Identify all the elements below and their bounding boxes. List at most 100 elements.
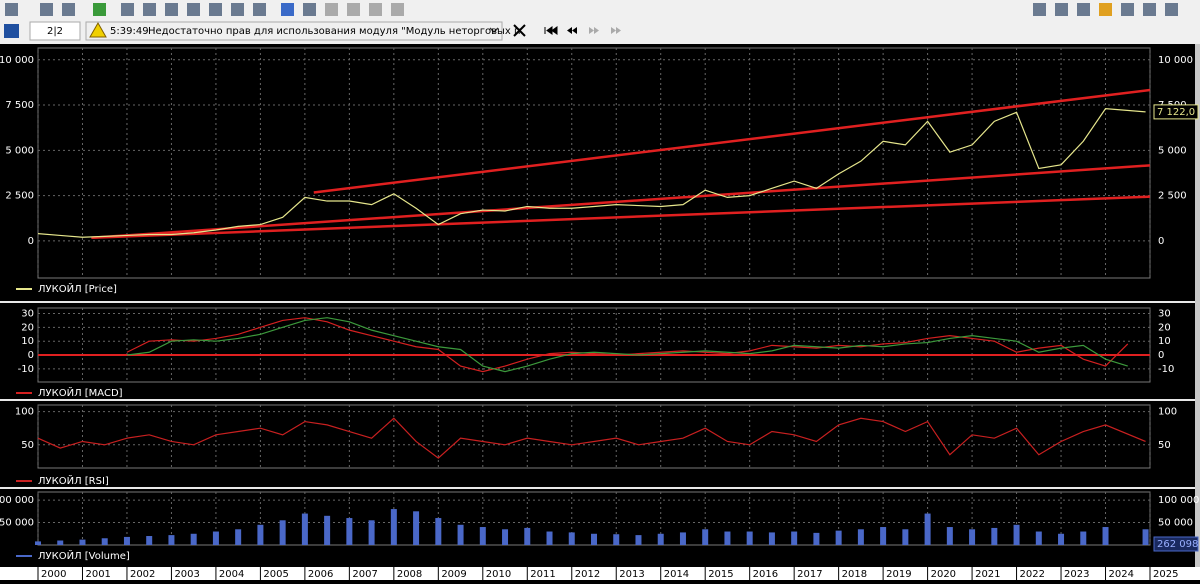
volume-bar [724,531,731,545]
volume-bar [346,518,353,545]
icon[interactable] [1099,3,1112,16]
plot-area [37,404,1151,469]
x-tick-label: 2020 [931,569,956,580]
icon[interactable] [93,3,106,16]
volume-bar [57,540,64,545]
trend-line [313,88,1151,194]
last-value-box [1153,104,1199,120]
volume-bar [791,531,798,545]
volume-bar [813,532,820,545]
volume-bar [946,527,953,545]
x-tick-label: 2025 [1153,569,1178,580]
time: 5:39:49 [110,26,149,37]
icon[interactable] [1143,3,1156,16]
y-tick-label-right: 50 [1158,440,1171,451]
volume-bar [502,529,509,545]
y-tick-label-right: 0 [1158,350,1164,361]
volume-bar [880,527,887,545]
y-tick-label-right: 30 [1158,309,1171,320]
volume-bar [1035,531,1042,545]
dropdown[interactable] [489,27,499,33]
icon[interactable] [231,3,244,16]
y-tick-label: 7 500 [5,100,34,111]
icon[interactable] [253,3,266,16]
y-tick-label: 10 [21,336,34,347]
x-tick-label: 2012 [575,569,600,580]
toolbar-icons [4,3,1178,41]
volume-bar [257,524,264,545]
x-tick-label: 2006 [308,569,333,580]
tab-box[interactable] [29,21,81,41]
icon[interactable] [1121,3,1134,16]
volume-bar [924,513,931,545]
volume-bar [35,541,41,545]
icon[interactable] [347,3,360,16]
x-tick-label: 2000 [41,569,66,580]
y-tick-label: 50 [21,440,34,451]
x-tick-label: 2016 [753,569,778,580]
volume-bar [324,515,331,545]
x-tick-label: 2007 [352,569,377,580]
icon[interactable] [165,3,178,16]
volume-bar [123,536,130,545]
volume-bar [212,531,219,545]
volume-bar [546,531,553,545]
icon[interactable] [5,3,18,16]
icon[interactable] [281,3,294,16]
volume-bar [301,513,308,545]
icon[interactable] [143,3,156,16]
volume-bar [79,539,86,545]
icon[interactable] [1055,3,1068,16]
y-tick-label-right: 100 000 [1158,495,1199,506]
nav-next[interactable] [589,27,621,34]
x-tick-label: 2009 [441,569,466,580]
legend-label: ЛУКОЙЛ [RSI] [38,474,109,487]
volume-bar [635,535,642,545]
y-tick-label: 5 000 [5,145,34,156]
volume-bar [835,530,842,545]
icon[interactable] [303,3,316,16]
volume-bar [1013,524,1020,545]
icon[interactable] [325,3,338,16]
chart-icon[interactable] [4,24,19,38]
volume-bar [591,533,597,545]
icon[interactable] [62,3,75,16]
close-icon[interactable] [513,24,526,37]
y-tick-label-right: -10 [1158,364,1174,375]
nav-first[interactable] [544,26,558,35]
icon[interactable] [1033,3,1046,16]
volume-bar [279,520,286,545]
scrollbar[interactable] [1195,44,1200,568]
volume-bar [390,509,397,545]
x-tick-label: 2022 [1020,569,1045,580]
volume-bar [679,532,686,545]
icon[interactable] [1165,3,1178,16]
y-tick-label-right: 20 [1158,322,1171,333]
icon[interactable] [391,3,404,16]
plot-area [37,307,1151,383]
last-value-label: 7 122,0 [1157,107,1195,118]
icon[interactable] [121,3,134,16]
y-tick-label-right: 0 [1158,236,1164,247]
icon[interactable] [369,3,382,16]
x-tick-label: 2010 [486,569,511,580]
volume-bar [1142,529,1149,545]
x-tick-label: 2008 [397,569,422,580]
volume-bar [657,533,664,545]
y-tick-label-right: 2 500 [1158,191,1187,202]
icon[interactable] [209,3,222,16]
y-tick-label: 10 000 [0,55,34,66]
icon[interactable] [187,3,200,16]
icon[interactable] [1077,3,1090,16]
y-tick-label: 30 [21,309,34,320]
volume-bar [568,532,575,545]
y-tick-label-right: 10 000 [1158,55,1193,66]
nav-prev[interactable] [567,27,577,34]
tab-label: 2|2 [47,26,63,37]
x-axis-bg [0,567,1200,580]
y-tick-label-right: 50 000 [1158,518,1193,529]
volume-bar [969,529,976,545]
y-tick-label: 0 [28,236,34,247]
icon[interactable] [40,3,53,16]
x-tick-label: 2015 [708,569,733,580]
